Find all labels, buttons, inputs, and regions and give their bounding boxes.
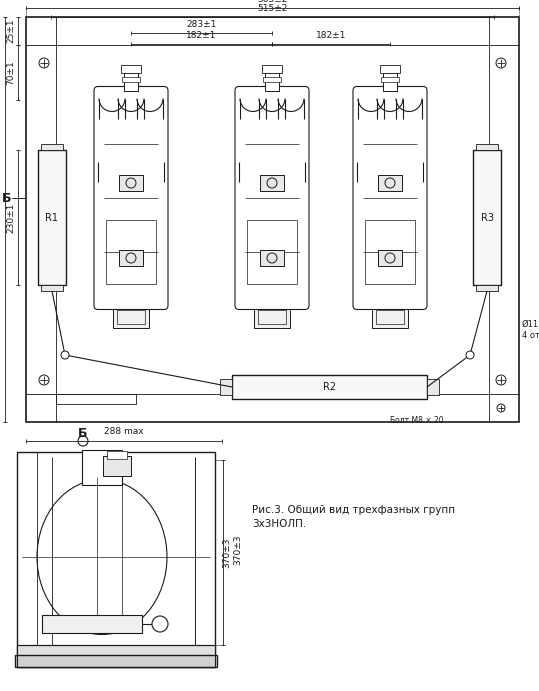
Text: 230±1: 230±1: [6, 202, 15, 233]
Bar: [26, 17, 519, 422]
Text: 283±1: 283±1: [186, 20, 217, 29]
Bar: [56, 394, 136, 404]
Bar: [427, 379, 439, 395]
Text: 565±2: 565±2: [257, 0, 288, 4]
Bar: [247, 220, 297, 284]
Text: R3: R3: [480, 213, 494, 223]
Bar: [38, 150, 66, 285]
Text: 370±3: 370±3: [233, 534, 242, 565]
Bar: [41, 144, 63, 150]
Text: 25±1: 25±1: [6, 19, 15, 44]
Bar: [106, 220, 156, 284]
Bar: [232, 375, 427, 399]
Bar: [381, 77, 399, 82]
Text: 400±1: 400±1: [0, 205, 2, 235]
Bar: [372, 305, 408, 328]
Bar: [380, 64, 400, 73]
Bar: [41, 285, 63, 291]
Bar: [383, 73, 397, 91]
Bar: [365, 220, 415, 284]
Bar: [260, 175, 284, 191]
Bar: [265, 73, 279, 91]
Bar: [378, 175, 402, 191]
Bar: [378, 250, 402, 266]
Bar: [258, 310, 286, 323]
Bar: [42, 615, 142, 633]
Text: 515±2: 515±2: [257, 4, 288, 13]
Bar: [17, 645, 215, 667]
Bar: [82, 450, 122, 484]
Bar: [260, 250, 284, 266]
Bar: [473, 150, 501, 285]
Bar: [17, 452, 215, 667]
Text: Рис.3. Общий вид трехфазных групп
3х3НОЛП.: Рис.3. Общий вид трехфазных групп 3х3НОЛ…: [252, 505, 455, 529]
Bar: [376, 310, 404, 323]
Bar: [122, 77, 140, 82]
Text: Ø11
4 отв.: Ø11 4 отв.: [522, 320, 539, 340]
Text: 182±1: 182±1: [316, 31, 346, 40]
Circle shape: [152, 616, 168, 632]
Text: R2: R2: [323, 382, 336, 392]
Text: 288 max: 288 max: [104, 427, 144, 436]
Bar: [124, 73, 138, 91]
Bar: [263, 77, 281, 82]
Bar: [15, 655, 217, 667]
Bar: [476, 285, 498, 291]
Bar: [17, 645, 215, 667]
Bar: [121, 64, 141, 73]
Text: 370±3: 370±3: [222, 537, 231, 568]
Text: Б: Б: [2, 191, 12, 205]
Text: R1: R1: [45, 213, 59, 223]
Circle shape: [61, 351, 69, 359]
Bar: [117, 310, 145, 323]
FancyBboxPatch shape: [353, 86, 427, 310]
Bar: [119, 175, 143, 191]
FancyBboxPatch shape: [94, 86, 168, 310]
Bar: [220, 379, 232, 395]
Circle shape: [466, 351, 474, 359]
Bar: [103, 456, 131, 476]
FancyBboxPatch shape: [235, 86, 309, 310]
Text: Болт M8 × 20: Болт M8 × 20: [390, 416, 444, 425]
Bar: [254, 305, 290, 328]
Bar: [119, 250, 143, 266]
Bar: [107, 451, 127, 459]
Text: 182±1: 182±1: [186, 31, 217, 40]
Text: 70±1: 70±1: [6, 60, 15, 85]
Bar: [262, 64, 282, 73]
Bar: [476, 144, 498, 150]
Text: Б: Б: [78, 426, 88, 439]
Bar: [113, 305, 149, 328]
